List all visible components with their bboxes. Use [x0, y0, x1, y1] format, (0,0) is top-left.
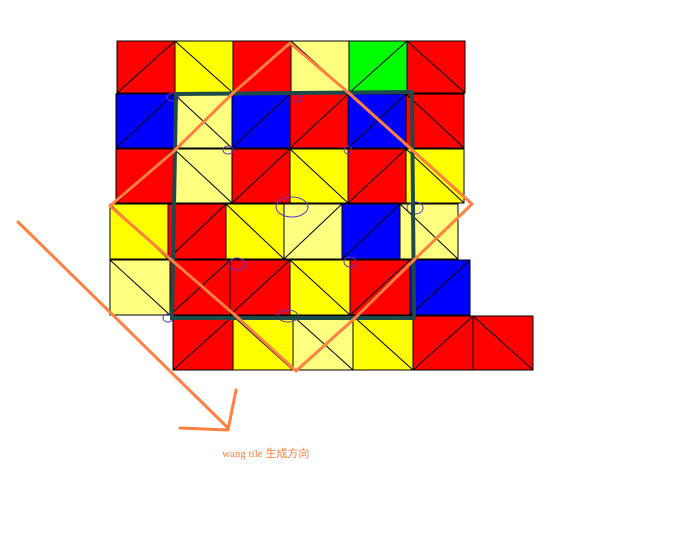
tile-5-5	[472, 315, 534, 371]
tile-2-1	[173, 148, 233, 204]
tile-0-4	[348, 40, 408, 94]
seam-marker-3	[343, 145, 353, 155]
tile-4-3	[289, 259, 351, 316]
tile-1-2	[231, 93, 291, 149]
tile-3-2	[225, 203, 285, 260]
tile-1-5	[405, 93, 465, 149]
seam-marker-2	[222, 145, 234, 155]
tile-5-2	[292, 315, 354, 371]
tile-4-2	[229, 259, 291, 316]
tile-grid	[109, 40, 534, 371]
direction-arrow-shaft	[16, 220, 230, 430]
inner-frame-line	[169, 89, 417, 320]
seam-marker-0	[166, 92, 180, 102]
direction-arrow-head	[178, 388, 238, 432]
tile-1-3	[289, 93, 349, 149]
tile-0-5	[406, 40, 466, 94]
orange-paths	[16, 41, 474, 432]
tile-2-4	[347, 148, 407, 204]
tile-2-3	[289, 148, 349, 204]
tile-1-4	[347, 93, 407, 149]
tile-4-4	[349, 259, 411, 316]
tile-4-0	[109, 259, 171, 316]
seam-marker-6	[228, 257, 246, 271]
seam-marker-4	[275, 196, 309, 218]
tile-2-2	[231, 148, 291, 204]
tile-2-5	[405, 148, 465, 204]
caption-generation-direction: wang tile 生成方向	[222, 448, 310, 460]
tile-4-5	[409, 259, 471, 316]
tile-0-1	[174, 40, 234, 94]
inner-frame	[169, 89, 417, 320]
tile-3-4	[341, 203, 401, 260]
tile-5-4	[412, 315, 474, 371]
tile-5-0	[172, 315, 234, 371]
seam-marker-7	[343, 256, 357, 268]
tile-3-5	[399, 203, 459, 260]
orange-diamond-path	[108, 41, 474, 373]
tile-3-1	[167, 203, 227, 260]
tile-1-0	[115, 93, 175, 149]
tile-5-3	[352, 315, 414, 371]
tile-3-3	[283, 203, 343, 260]
tile-0-0	[116, 40, 176, 94]
